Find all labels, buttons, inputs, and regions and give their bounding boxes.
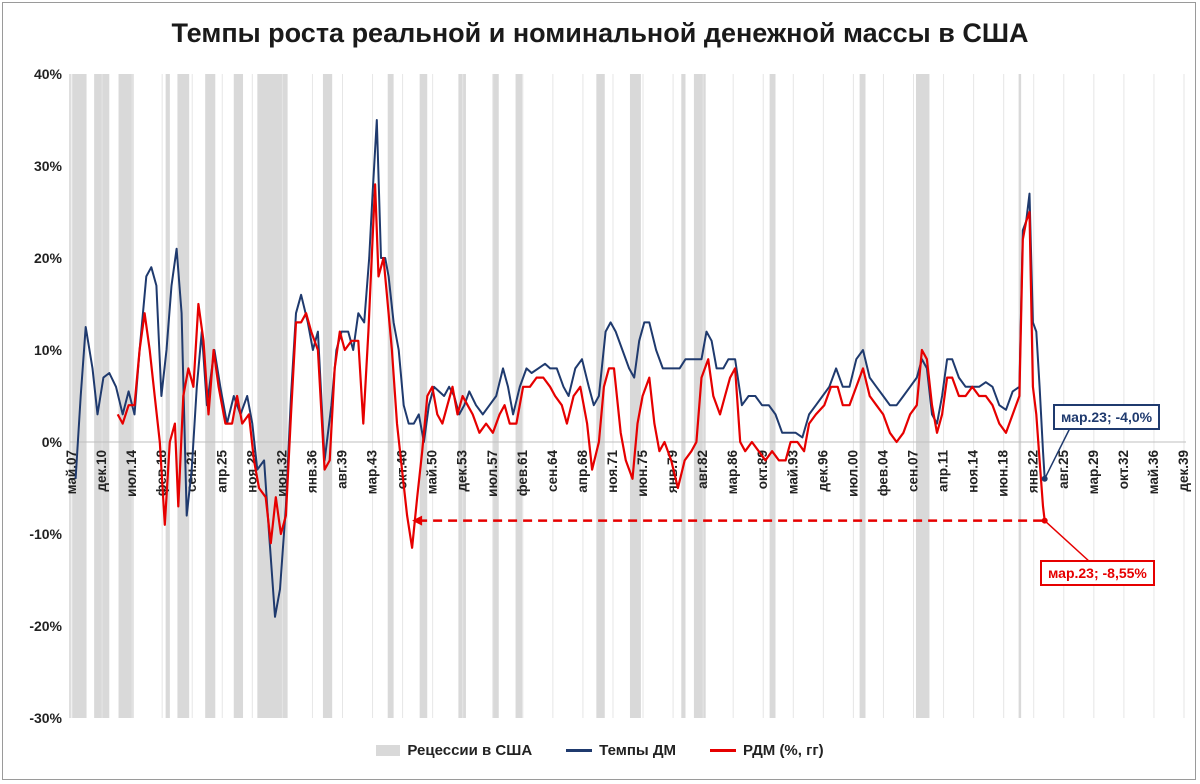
x-tick-label: мар.29 — [1086, 450, 1101, 494]
x-tick-label: янв.22 — [1026, 450, 1041, 493]
x-tick-label: окт.32 — [1116, 450, 1131, 489]
annotation-nominal: мар.23; -4,0% — [1053, 404, 1161, 430]
x-tick-label: авг.39 — [334, 450, 349, 489]
y-tick-label: 10% — [34, 342, 63, 358]
x-tick-label: ноя.71 — [605, 450, 620, 493]
recession-band — [118, 74, 134, 718]
x-tick-label: июл.00 — [845, 450, 860, 497]
recession-band — [71, 74, 87, 718]
recession-band — [322, 74, 333, 718]
y-tick-label: 30% — [34, 158, 63, 174]
x-tick-label: мар.43 — [365, 450, 380, 495]
chart-title: Темпы роста реальной и номинальной денеж… — [171, 18, 1029, 48]
reference-arrow — [412, 515, 423, 526]
legend: Рецессии в США Темпы ДМ РДМ (%, гг) — [0, 742, 1200, 759]
endpoint-marker-real — [1041, 517, 1048, 524]
recession-band — [515, 74, 523, 718]
recession-band — [859, 74, 866, 718]
recession-band — [419, 74, 428, 718]
recession-band — [769, 74, 776, 718]
x-tick-label: апр.68 — [575, 450, 590, 493]
x-tick-label: ноя.28 — [244, 450, 259, 493]
x-tick-label: май.50 — [425, 450, 440, 494]
recession-band — [257, 74, 288, 718]
y-tick-label: -20% — [29, 618, 62, 634]
x-tick-label: июн.75 — [635, 450, 650, 497]
x-tick-label: апр.25 — [214, 450, 229, 493]
recession-band — [387, 74, 394, 718]
y-tick-label: -30% — [29, 710, 62, 726]
annotation-leader-real — [1044, 520, 1091, 563]
series-line-real — [116, 183, 1046, 549]
legend-item-recessions: Рецессии в США — [376, 742, 532, 759]
legend-label-nominal: Темпы ДМ — [599, 742, 677, 759]
y-tick-label: 0% — [42, 434, 63, 450]
x-tick-label: дек.96 — [815, 450, 830, 492]
x-tick-label: июн.18 — [996, 450, 1011, 497]
x-tick-label: май.93 — [785, 450, 800, 495]
recession-band — [915, 74, 930, 718]
series-line-nominal — [74, 119, 1046, 618]
x-tick-label: июл.57 — [485, 450, 500, 497]
legend-label-real: РДМ (%, гг) — [743, 742, 824, 759]
x-tick-label: фев.04 — [875, 450, 890, 497]
x-tick-label: июн.32 — [274, 450, 289, 497]
legend-swatch-recessions — [376, 745, 401, 756]
x-tick-label: мар.86 — [725, 450, 740, 495]
x-tick-label: дек.39 — [1176, 450, 1191, 492]
legend-item-real: РДМ (%, гг) — [710, 742, 824, 759]
annotation-real: мар.23; -8,55% — [1040, 560, 1155, 586]
x-tick-label: авг.82 — [695, 450, 710, 489]
x-tick-label: сен.64 — [545, 450, 560, 492]
recession-band — [165, 74, 170, 718]
x-tick-label: май.36 — [1146, 450, 1161, 495]
y-tick-label: 20% — [34, 250, 63, 266]
legend-item-nominal: Темпы ДМ — [566, 742, 676, 759]
x-tick-label: сен.07 — [906, 450, 921, 492]
y-tick-label: 40% — [34, 66, 63, 82]
x-tick-label: ноя.14 — [966, 450, 981, 493]
legend-swatch-nominal — [566, 749, 593, 752]
recession-band — [233, 74, 244, 718]
recession-band — [681, 74, 686, 718]
recession-band — [629, 74, 641, 718]
x-tick-label: июл.14 — [124, 450, 139, 497]
x-tick-label: фев.61 — [515, 450, 530, 497]
x-tick-label: апр.11 — [936, 450, 951, 492]
x-tick-label: янв.36 — [304, 450, 319, 494]
y-tick-label: -10% — [29, 526, 62, 542]
recession-band — [596, 74, 605, 718]
legend-swatch-real — [710, 749, 737, 752]
x-tick-label: дек.53 — [455, 450, 470, 492]
x-tick-label: авг.25 — [1056, 450, 1071, 489]
annotation-leader-nominal — [1044, 427, 1071, 480]
x-tick-label: май.07 — [64, 450, 79, 494]
legend-label-recessions: Рецессии в США — [407, 742, 533, 759]
endpoint-marker-nominal — [1041, 475, 1048, 482]
x-tick-label: дек.10 — [94, 450, 109, 492]
